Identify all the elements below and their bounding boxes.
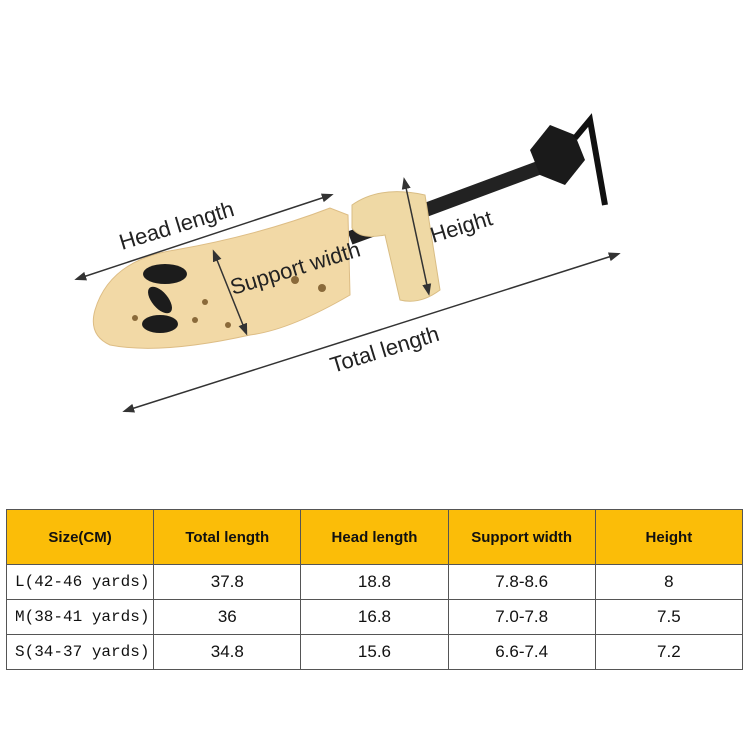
header-support-width: Support width <box>447 509 596 565</box>
cell-head-length: 15.6 <box>300 634 449 670</box>
cell-support-width: 7.0-7.8 <box>447 599 596 635</box>
cell-height: 7.2 <box>594 634 744 670</box>
cell-height: 7.5 <box>594 599 744 635</box>
cell-height: 8 <box>594 564 744 600</box>
table-row: L(42-46 yards) 37.8 18.8 7.8-8.6 8 <box>5 564 744 600</box>
total-length-label: Total length <box>327 321 442 378</box>
table-row: S(34-37 yards) 34.8 15.6 6.6-7.4 7.2 <box>5 634 744 670</box>
cell-size: M(38-41 yards) <box>5 599 155 635</box>
header-height: Height <box>594 509 744 565</box>
head-length-arrow <box>74 193 334 281</box>
table-header-row: Size(CM) Total length Head length Suppor… <box>5 509 744 565</box>
cell-support-width: 6.6-7.4 <box>447 634 596 670</box>
cell-size: L(42-46 yards) <box>5 564 155 600</box>
table-row: M(38-41 yards) 36 16.8 7.0-7.8 7.5 <box>5 599 744 635</box>
header-size: Size(CM) <box>5 509 155 565</box>
cell-head-length: 16.8 <box>300 599 449 635</box>
cell-total-length: 37.8 <box>153 564 302 600</box>
cell-total-length: 34.8 <box>153 634 302 670</box>
header-total-length: Total length <box>153 509 302 565</box>
total-length-arrow <box>122 252 621 413</box>
header-head-length: Head length <box>300 509 449 565</box>
cell-head-length: 18.8 <box>300 564 449 600</box>
cell-support-width: 7.8-8.6 <box>447 564 596 600</box>
cell-total-length: 36 <box>153 599 302 635</box>
size-table: Size(CM) Total length Head length Suppor… <box>5 509 744 670</box>
shoe-tree-illustration: Head length Support width Height Total l… <box>74 113 621 413</box>
cell-size: S(34-37 yards) <box>5 634 155 670</box>
